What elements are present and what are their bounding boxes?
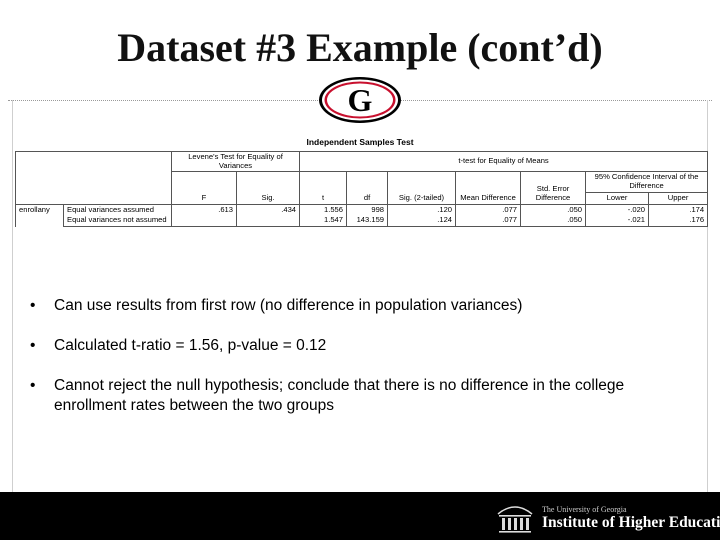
bullet-glyph: •	[30, 297, 36, 314]
footer-bar: The University of Georgia Institute of H…	[0, 492, 720, 540]
bullet-glyph: •	[30, 377, 36, 394]
bullet-list: • Can use results from first row (no diff…	[30, 296, 680, 436]
cell-lower: -.021	[585, 215, 650, 228]
col-t: t	[299, 171, 348, 205]
frame-left-border	[12, 100, 13, 492]
cell-t: 1.556	[299, 203, 348, 216]
bullet-text: Cannot reject the null hypothesis; concl…	[54, 377, 625, 414]
col-sig: Sig.	[235, 171, 301, 205]
logo-letter: G	[348, 82, 373, 118]
org-line-2: Institute of Higher Education	[542, 514, 720, 531]
frame-right-border	[707, 100, 708, 492]
col-df: df	[346, 171, 389, 205]
slide-title: Dataset #3 Example (cont’d)	[117, 25, 603, 70]
row-label: Equal variances assumed	[63, 203, 172, 216]
cell-f: .613	[171, 203, 237, 216]
cell-mean-difference: .077	[455, 203, 522, 216]
col-std-error-difference: Std. Error Difference	[520, 171, 587, 205]
georgia-g-logo-icon: G	[319, 77, 401, 123]
bullet-text: Calculated t-ratio = 1.56, p-value = 0.1…	[54, 337, 327, 354]
ihe-building-logo-icon	[497, 506, 533, 533]
cell-df: 998	[346, 203, 389, 216]
cell-df: 143.159	[346, 215, 389, 228]
cell-upper: .176	[648, 215, 709, 228]
cell-t: 1.547	[299, 215, 348, 228]
col-mean-difference: Mean Difference	[455, 171, 522, 205]
cell-upper: .174	[648, 203, 709, 216]
row-label: Equal variances not assumed	[63, 215, 172, 228]
cell-sig-2-tailed: .120	[387, 203, 457, 216]
cell-mean-difference: .077	[455, 215, 522, 228]
bullet-item: • Cannot reject the null hypothesis; conc…	[30, 376, 680, 416]
ci-header: 95% Confidence Interval of the Differenc…	[585, 171, 709, 193]
bullet-text: Can use results from first row (no diffe…	[54, 297, 523, 314]
ttest-header: t-test for Equality of Means	[299, 150, 709, 173]
variable-name: enrollany	[15, 203, 64, 227]
col-f: F	[171, 171, 237, 205]
cell-f	[171, 215, 237, 228]
cell-sig	[235, 215, 301, 228]
table-caption: Independent Samples Test	[306, 137, 414, 147]
col-lower: Lower	[585, 191, 650, 205]
table-corner-cell	[15, 151, 172, 205]
table-row: Equal variances not assumed 1.547 143.15…	[16, 215, 709, 228]
independent-samples-table: Levene's Test for Equality of Variances …	[15, 150, 709, 228]
cell-lower: -.020	[585, 203, 650, 216]
bullet-item: • Calculated t-ratio = 1.56, p-value = 0.…	[30, 336, 680, 356]
bullet-glyph: •	[30, 337, 36, 354]
bullet-item: • Can use results from first row (no diff…	[30, 296, 680, 316]
col-sig-2-tailed: Sig. (2-tailed)	[387, 171, 457, 205]
cell-sig: .434	[235, 203, 301, 216]
cell-sig-2-tailed: .124	[387, 215, 457, 228]
cell-std-error-difference: .050	[520, 203, 587, 216]
col-upper: Upper	[648, 191, 709, 205]
table-row: enrollany Equal variances assumed .613 .…	[15, 203, 709, 227]
cell-std-error-difference: .050	[520, 215, 587, 228]
levene-header: Levene's Test for Equality of Variances	[170, 150, 301, 173]
org-line-1: The University of Georgia	[542, 505, 627, 514]
